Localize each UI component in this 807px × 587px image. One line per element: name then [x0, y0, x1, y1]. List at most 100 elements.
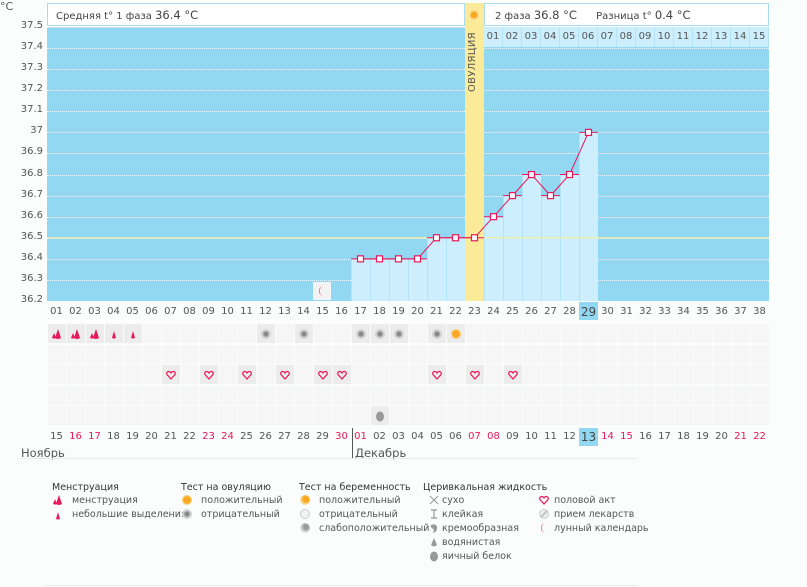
marker-cell[interactable] [713, 324, 731, 343]
marker-cell[interactable] [200, 365, 218, 384]
cycle-day[interactable]: 12 [259, 306, 272, 317]
marker-cell[interactable] [675, 365, 693, 384]
marker-cell[interactable] [219, 406, 237, 425]
marker-cell[interactable] [713, 345, 731, 364]
marker-cell[interactable] [200, 345, 218, 364]
marker-cell[interactable] [162, 386, 180, 405]
marker-cell[interactable] [162, 406, 180, 425]
marker-cell[interactable] [162, 345, 180, 364]
marker-cell[interactable] [219, 345, 237, 364]
marker-cell[interactable] [352, 345, 370, 364]
marker-cell[interactable] [504, 406, 522, 425]
marker-cell[interactable] [124, 365, 142, 384]
cycle-day[interactable]: 16 [335, 306, 348, 317]
marker-cell[interactable] [637, 365, 655, 384]
marker-cell[interactable] [200, 324, 218, 343]
marker-cell[interactable] [542, 324, 560, 343]
marker-cell[interactable] [67, 406, 85, 425]
marker-cell[interactable] [618, 365, 636, 384]
cycle-day[interactable]: 13 [278, 306, 291, 317]
marker-cell[interactable] [504, 386, 522, 405]
marker-cell[interactable] [466, 386, 484, 405]
marker-cell[interactable] [295, 406, 313, 425]
cycle-day[interactable]: 01 [50, 306, 63, 317]
marker-cell[interactable] [561, 324, 579, 343]
cycle-day[interactable]: 23 [468, 306, 481, 317]
cycle-day[interactable]: 18 [373, 306, 386, 317]
marker-cell[interactable] [428, 365, 446, 384]
marker-cell[interactable] [390, 406, 408, 425]
marker-cell[interactable] [466, 406, 484, 425]
marker-cell[interactable] [713, 406, 731, 425]
marker-cell[interactable] [561, 345, 579, 364]
marker-cell[interactable] [485, 406, 503, 425]
marker-cell[interactable] [447, 345, 465, 364]
marker-cell[interactable] [67, 324, 85, 343]
cycle-day[interactable]: 33 [658, 306, 671, 317]
marker-cell[interactable] [143, 386, 161, 405]
marker-cell[interactable] [295, 324, 313, 343]
marker-cell[interactable] [618, 406, 636, 425]
marker-cell[interactable] [143, 406, 161, 425]
cycle-day[interactable]: 03 [88, 306, 101, 317]
marker-cell[interactable] [257, 386, 275, 405]
marker-cell[interactable] [751, 345, 769, 364]
marker-cell[interactable] [105, 324, 123, 343]
marker-cell[interactable] [542, 386, 560, 405]
marker-cell[interactable] [219, 365, 237, 384]
cycle-day[interactable]: 26 [525, 306, 538, 317]
marker-cell[interactable] [504, 365, 522, 384]
marker-cell[interactable] [333, 365, 351, 384]
marker-cell[interactable] [238, 345, 256, 364]
cycle-day[interactable]: 36 [715, 306, 728, 317]
marker-cell[interactable] [580, 345, 598, 364]
marker-cell[interactable] [67, 386, 85, 405]
marker-cell[interactable] [257, 324, 275, 343]
marker-cell[interactable] [447, 406, 465, 425]
marker-cell[interactable] [428, 386, 446, 405]
marker-cell[interactable] [523, 345, 541, 364]
marker-cell[interactable] [561, 386, 579, 405]
marker-cell[interactable] [276, 345, 294, 364]
marker-cell[interactable] [694, 386, 712, 405]
marker-cell[interactable] [86, 386, 104, 405]
marker-cell[interactable] [656, 324, 674, 343]
marker-cell[interactable] [143, 324, 161, 343]
marker-cell[interactable] [276, 406, 294, 425]
marker-cell[interactable] [333, 406, 351, 425]
marker-cell[interactable] [314, 406, 332, 425]
marker-cell[interactable] [333, 324, 351, 343]
cycle-day[interactable]: 06 [145, 306, 158, 317]
marker-cell[interactable] [599, 406, 617, 425]
cycle-day[interactable]: 20 [411, 306, 424, 317]
marker-cell[interactable] [599, 324, 617, 343]
cycle-day[interactable]: 30 [601, 306, 614, 317]
marker-cell[interactable] [409, 345, 427, 364]
marker-cell[interactable] [181, 406, 199, 425]
marker-cell[interactable] [637, 345, 655, 364]
cycle-day[interactable]: 04 [107, 306, 120, 317]
marker-cell[interactable] [352, 365, 370, 384]
marker-cell[interactable] [504, 324, 522, 343]
marker-cell[interactable] [124, 406, 142, 425]
marker-cell[interactable] [618, 386, 636, 405]
marker-cell[interactable] [105, 345, 123, 364]
marker-cell[interactable] [295, 345, 313, 364]
marker-cell[interactable] [86, 324, 104, 343]
marker-cell[interactable] [86, 365, 104, 384]
marker-cell[interactable] [447, 324, 465, 343]
marker-cell[interactable] [694, 365, 712, 384]
marker-cell[interactable] [675, 406, 693, 425]
marker-cell[interactable] [181, 345, 199, 364]
cycle-day[interactable]: 09 [202, 306, 215, 317]
marker-cell[interactable] [143, 365, 161, 384]
marker-cell[interactable] [751, 365, 769, 384]
marker-cell[interactable] [295, 365, 313, 384]
marker-cell[interactable] [390, 345, 408, 364]
cycle-day[interactable]: 31 [620, 306, 633, 317]
marker-cell[interactable] [656, 365, 674, 384]
cycle-day[interactable]: 21 [430, 306, 443, 317]
marker-cell[interactable] [105, 386, 123, 405]
marker-cell[interactable] [181, 324, 199, 343]
marker-cell[interactable] [409, 386, 427, 405]
